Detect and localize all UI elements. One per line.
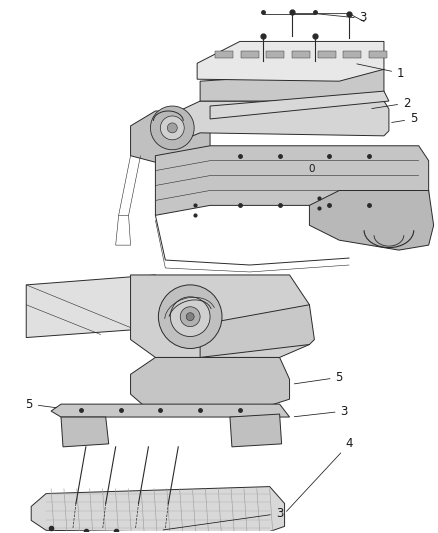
Polygon shape [292,51,310,58]
Text: 5: 5 [392,112,417,125]
Text: 3: 3 [294,405,348,417]
Circle shape [160,116,184,140]
Polygon shape [241,51,258,58]
Polygon shape [61,417,109,447]
Circle shape [180,307,200,327]
Polygon shape [131,275,309,358]
Circle shape [186,313,194,321]
Circle shape [170,297,210,336]
Polygon shape [230,414,282,447]
Text: 3: 3 [163,507,283,530]
Polygon shape [197,42,384,81]
Polygon shape [200,305,314,358]
Polygon shape [343,51,361,58]
Text: 5: 5 [294,371,343,384]
Polygon shape [26,275,175,337]
Circle shape [159,285,222,349]
Polygon shape [131,358,290,407]
Text: 0: 0 [308,164,314,174]
Circle shape [150,106,194,150]
Polygon shape [210,91,389,119]
Text: 1: 1 [357,64,405,80]
Polygon shape [168,101,389,146]
Text: 5: 5 [25,398,56,410]
Circle shape [167,123,177,133]
Polygon shape [266,51,284,58]
Text: 2: 2 [372,96,410,110]
Polygon shape [200,69,384,101]
Polygon shape [51,404,290,417]
Polygon shape [215,51,233,58]
Polygon shape [369,51,387,58]
Polygon shape [131,111,210,166]
Polygon shape [318,51,336,58]
Text: 4: 4 [286,438,353,511]
Polygon shape [31,487,285,533]
Polygon shape [309,190,434,250]
Text: 3: 3 [359,11,367,24]
Polygon shape [155,146,429,215]
